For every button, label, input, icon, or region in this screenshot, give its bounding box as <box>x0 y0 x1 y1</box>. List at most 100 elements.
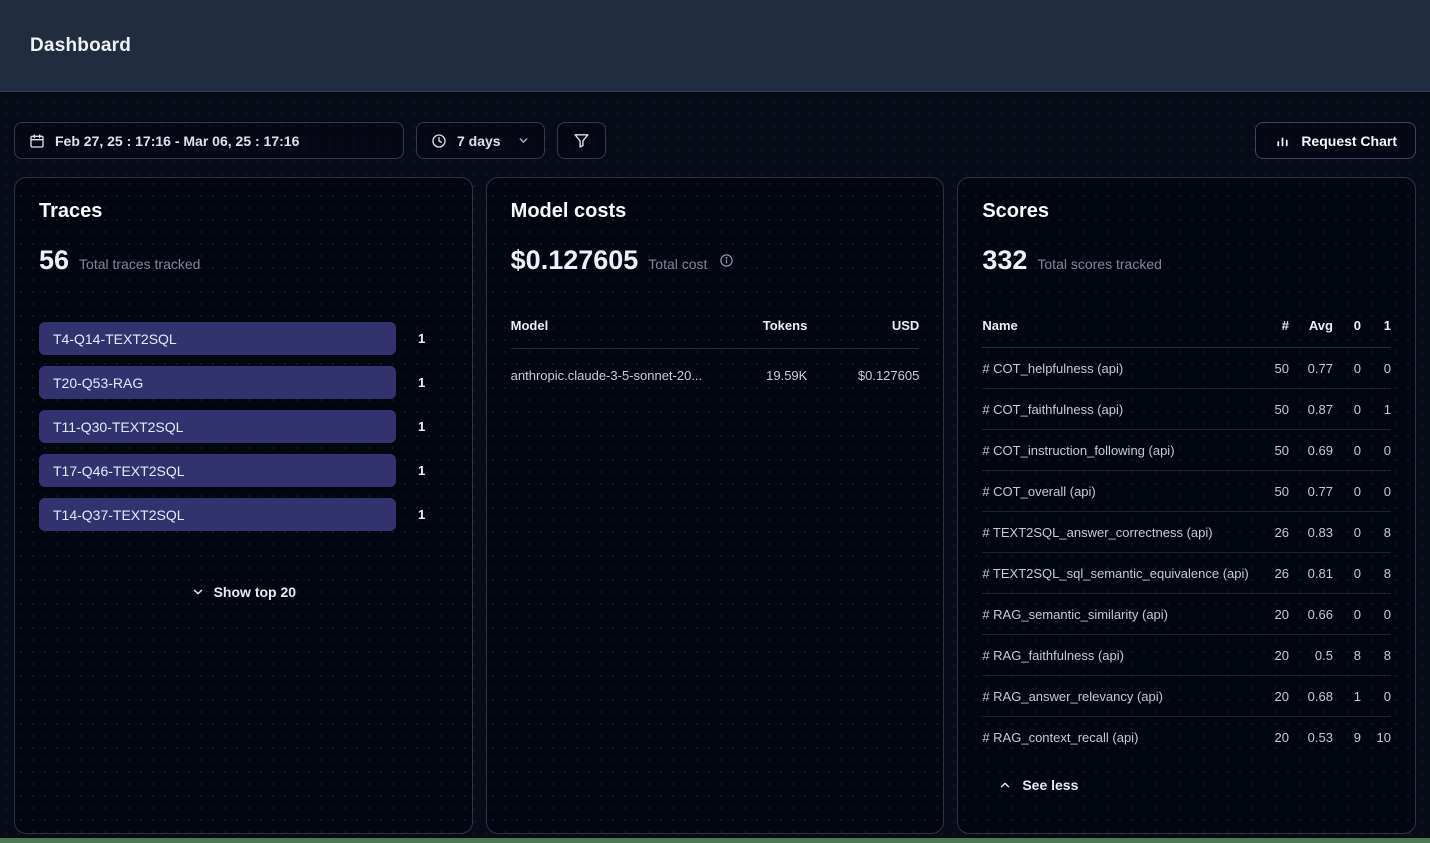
scores-card: Scores 332 Total scores tracked Name # A… <box>957 177 1416 834</box>
score-name: # RAG_semantic_similarity (api) <box>982 606 1168 622</box>
show-top-20-button[interactable]: Show top 20 <box>39 584 448 600</box>
trace-bar-row: T17-Q46-TEXT2SQL 1 <box>39 454 448 487</box>
score-name: # TEXT2SQL_answer_correctness (api) <box>982 524 1213 540</box>
trace-bar[interactable]: T17-Q46-TEXT2SQL <box>39 454 396 487</box>
table-row[interactable]: # COT_faithfulness (api) 50 0.87 0 1 <box>982 389 1391 430</box>
score-count: 20 <box>1274 606 1289 622</box>
trace-bar[interactable]: T11-Q30-TEXT2SQL <box>39 410 396 443</box>
trace-bar-value: 1 <box>418 507 426 522</box>
score-count: 26 <box>1274 524 1289 540</box>
column-usd: USD <box>891 318 920 333</box>
score-avg: 0.77 <box>1307 360 1333 376</box>
scores-card-title: Scores <box>982 200 1050 222</box>
model-costs-total-label: Total cost <box>648 256 708 272</box>
bottom-accent-strip <box>0 838 1430 843</box>
score-name: # RAG_answer_relevancy (api) <box>982 688 1163 704</box>
date-range-picker[interactable]: Feb 27, 25 : 17:16 - Mar 06, 25 : 17:16 <box>14 122 404 159</box>
score-name: # COT_helpfulness (api) <box>982 360 1124 376</box>
trace-bar-value: 1 <box>418 419 426 434</box>
model-costs-table: Model Tokens USD anthropic.claude-3-5-so… <box>510 318 920 383</box>
trace-bar-value: 1 <box>418 331 426 346</box>
trace-bar-label: T4-Q14-TEXT2SQL <box>53 330 177 347</box>
column-model: Model <box>510 318 549 333</box>
column-avg: Avg <box>1308 318 1333 333</box>
info-icon[interactable] <box>719 253 734 268</box>
model-costs-table-header: Model Tokens USD <box>510 318 920 349</box>
trace-bar[interactable]: T4-Q14-TEXT2SQL <box>39 322 396 355</box>
score-avg: 0.87 <box>1307 401 1333 417</box>
traces-card: Traces 56 Total traces tracked T4-Q14-TE… <box>14 177 473 834</box>
table-row[interactable]: # RAG_context_recall (api) 20 0.53 9 10 <box>982 717 1391 757</box>
interval-select[interactable]: 7 days <box>416 122 545 159</box>
clock-icon <box>431 133 447 149</box>
trace-bar-value: 1 <box>418 463 426 478</box>
traces-card-title: Traces <box>39 200 103 222</box>
trace-bar[interactable]: T20-Q53-RAG <box>39 366 396 399</box>
trace-bar-row: T14-Q37-TEXT2SQL 1 <box>39 498 448 531</box>
score-name: # RAG_faithfulness (api) <box>982 647 1124 663</box>
score-count: 50 <box>1274 442 1289 458</box>
model-tokens: 19.59K <box>766 368 808 383</box>
trace-bar-row: T11-Q30-TEXT2SQL 1 <box>39 410 448 443</box>
score-count: 20 <box>1274 647 1289 663</box>
score-avg: 0.66 <box>1307 606 1333 622</box>
table-row[interactable]: # RAG_semantic_similarity (api) 20 0.66 … <box>982 594 1391 635</box>
score-avg: 0.5 <box>1314 647 1333 663</box>
score-zero: 1 <box>1353 688 1361 704</box>
score-one: 8 <box>1383 565 1391 581</box>
filter-bar: Feb 27, 25 : 17:16 - Mar 06, 25 : 17:16 … <box>14 122 1416 159</box>
trace-bar-label: T20-Q53-RAG <box>53 374 144 391</box>
table-row[interactable]: anthropic.claude-3-5-sonnet-20... 19.59K… <box>511 349 920 383</box>
score-one: 0 <box>1383 688 1391 704</box>
dashboard-content: Feb 27, 25 : 17:16 - Mar 06, 25 : 17:16 … <box>0 92 1430 838</box>
bar-chart-icon <box>1274 132 1291 149</box>
score-one: 0 <box>1383 442 1391 458</box>
table-row[interactable]: # RAG_answer_relevancy (api) 20 0.68 1 0 <box>982 676 1391 717</box>
score-zero: 8 <box>1353 647 1361 663</box>
score-one: 0 <box>1383 360 1391 376</box>
trace-bar-value: 1 <box>418 375 426 390</box>
score-one: 8 <box>1383 647 1391 663</box>
model-costs-total: $0.127605 <box>510 245 639 275</box>
show-top-20-label: Show top 20 <box>213 584 297 600</box>
score-name: # RAG_context_recall (api) <box>982 729 1139 745</box>
score-avg: 0.83 <box>1307 524 1333 540</box>
score-zero: 0 <box>1353 442 1361 458</box>
see-less-button[interactable]: See less <box>998 777 1391 793</box>
see-less-label: See less <box>1022 777 1079 793</box>
table-row[interactable]: # COT_overall (api) 50 0.77 0 0 <box>982 471 1391 512</box>
score-one: 0 <box>1383 483 1391 499</box>
score-zero: 0 <box>1353 524 1361 540</box>
filter-button[interactable] <box>556 122 606 159</box>
calendar-icon <box>29 133 45 149</box>
score-count: 50 <box>1274 483 1289 499</box>
table-row[interactable]: # COT_helpfulness (api) 50 0.77 0 0 <box>982 348 1391 389</box>
score-zero: 0 <box>1353 401 1361 417</box>
trace-bar-row: T4-Q14-TEXT2SQL 1 <box>39 322 448 355</box>
request-chart-button[interactable]: Request Chart <box>1255 122 1416 159</box>
score-name: # COT_instruction_following (api) <box>982 442 1175 458</box>
table-row[interactable]: # TEXT2SQL_answer_correctness (api) 26 0… <box>982 512 1391 553</box>
request-chart-label: Request Chart <box>1301 132 1397 149</box>
table-row[interactable]: # COT_instruction_following (api) 50 0.6… <box>982 430 1391 471</box>
interval-label: 7 days <box>457 132 501 149</box>
table-row[interactable]: # RAG_faithfulness (api) 20 0.5 8 8 <box>982 635 1391 676</box>
score-zero: 0 <box>1353 360 1361 376</box>
score-one: 0 <box>1383 606 1391 622</box>
score-avg: 0.69 <box>1307 442 1333 458</box>
chevron-up-icon <box>998 778 1012 792</box>
score-count: 20 <box>1274 688 1289 704</box>
score-zero: 0 <box>1353 606 1361 622</box>
score-one: 8 <box>1383 524 1391 540</box>
model-name: anthropic.claude-3-5-sonnet-20... <box>510 368 703 383</box>
model-usd: $0.127605 <box>857 368 920 383</box>
table-row[interactable]: # TEXT2SQL_sql_semantic_equivalence (api… <box>982 553 1391 594</box>
score-name: # TEXT2SQL_sql_semantic_equivalence (api… <box>982 565 1249 581</box>
trace-bar-label: T14-Q37-TEXT2SQL <box>53 506 185 523</box>
score-one: 10 <box>1376 729 1391 745</box>
column-one: 1 <box>1383 318 1391 333</box>
date-range-label: Feb 27, 25 : 17:16 - Mar 06, 25 : 17:16 <box>55 132 300 149</box>
score-count: 50 <box>1274 360 1289 376</box>
model-costs-card: Model costs $0.127605 Total cost Model T… <box>485 177 945 834</box>
trace-bar[interactable]: T14-Q37-TEXT2SQL <box>39 498 396 531</box>
